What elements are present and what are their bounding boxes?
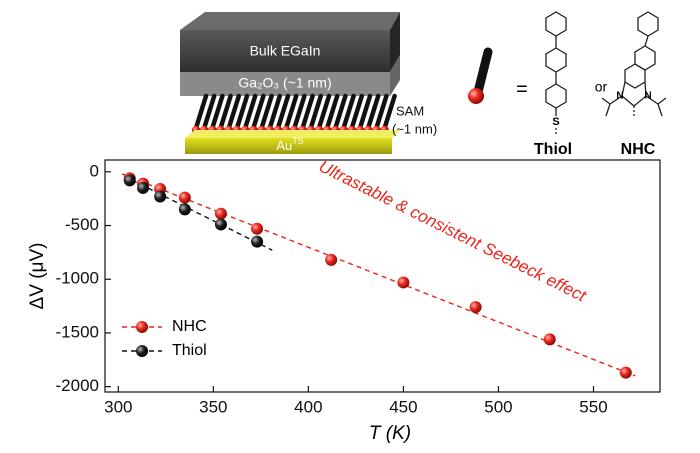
- data-point: [619, 366, 632, 379]
- sam-molecule: [300, 93, 315, 131]
- sam-label: (~1 nm): [392, 121, 437, 136]
- substrate-text: Au: [276, 138, 292, 153]
- y-tick-label: -1000: [56, 269, 99, 288]
- sam-molecule: [242, 93, 258, 131]
- gold-top: [185, 130, 400, 138]
- equals-sign: =: [516, 78, 528, 100]
- sam-layer: [191, 93, 397, 135]
- data-point: [214, 218, 227, 231]
- nhc-label: NHC: [621, 141, 656, 158]
- legend-label: Thiol: [172, 342, 207, 359]
- data-point: [214, 207, 227, 220]
- egain-label: Bulk EGaIn: [250, 43, 321, 59]
- y-tick-label: -2000: [56, 376, 99, 395]
- data-point: [397, 276, 410, 289]
- data-point: [325, 253, 338, 266]
- thiol-atom: S: [552, 116, 559, 128]
- sam-molecule: [316, 93, 332, 131]
- nhc-atom: N: [644, 91, 651, 102]
- egain-side: [390, 12, 400, 72]
- sam-molecule: [234, 93, 250, 131]
- junction-illustration: Bulk EGaIn Ga₂O₃ (~1 nm) AuTS SAM (~1 nm…: [180, 11, 667, 158]
- thiol-structure: [545, 11, 567, 136]
- substrate-label: AuTS: [276, 136, 303, 153]
- data-point: [469, 301, 482, 314]
- legend-marker: [136, 321, 148, 333]
- sam-molecule: [382, 93, 397, 131]
- plot-frame: [104, 159, 661, 393]
- data-point: [137, 181, 150, 194]
- y-tick-label: 0: [90, 161, 99, 180]
- legend-molecule-stick: [473, 47, 493, 97]
- sam-molecule: [275, 93, 291, 131]
- data-point: [178, 191, 191, 204]
- sam-molecule: [341, 93, 356, 131]
- data-point: [178, 203, 191, 216]
- or-text: or: [595, 79, 608, 95]
- oxide-layer: [180, 72, 390, 96]
- legend-marker: [136, 345, 148, 357]
- legend-label: NHC: [172, 318, 207, 335]
- x-tick-label: 550: [579, 397, 607, 416]
- sam-molecule: [324, 93, 340, 131]
- sam-molecule: [349, 93, 365, 131]
- egain-top: [180, 12, 400, 30]
- x-tick-label: 300: [104, 397, 132, 416]
- y-tick-label: -500: [65, 215, 99, 234]
- sam-molecule: [365, 93, 381, 131]
- oxide-side: [390, 55, 400, 96]
- data-point: [154, 190, 167, 203]
- oxide-label: Ga₂O₃ (~1 nm): [238, 75, 331, 91]
- substrate-sup: TS: [292, 136, 304, 146]
- x-tick-label: 500: [484, 397, 512, 416]
- sam-molecule: [374, 93, 389, 131]
- annotation: Ultrastable & consistent Seebeck effect: [316, 157, 590, 307]
- sam-molecule: [201, 93, 217, 131]
- data-point: [543, 333, 556, 346]
- legend-molecule-head: [468, 88, 484, 104]
- sam-molecule: [193, 93, 209, 131]
- x-axis-label: T (K): [369, 423, 411, 444]
- y-tick-label: -1500: [56, 322, 99, 341]
- sam-molecule: [292, 93, 307, 131]
- sam-molecule: [218, 93, 233, 131]
- sam-molecule: [259, 93, 274, 131]
- sam-molecule: [357, 93, 373, 131]
- thiol-label: Thiol: [534, 141, 572, 158]
- x-tick-label: 400: [294, 397, 322, 416]
- y-axis-label: ΔV (μV): [27, 243, 48, 310]
- sam-molecule: [210, 93, 225, 131]
- gold-substrate: [185, 138, 392, 154]
- x-tick-label: 350: [199, 397, 227, 416]
- sam-molecule: [308, 93, 324, 131]
- sam-molecule: [333, 93, 348, 131]
- data-point: [251, 235, 264, 248]
- sam-molecule: [283, 93, 299, 131]
- x-tick-label: 450: [389, 397, 417, 416]
- sam-label: SAM: [396, 103, 424, 118]
- egain-front: [180, 30, 390, 72]
- sam-molecule: [251, 93, 266, 131]
- sam-molecule: [226, 93, 242, 131]
- sam-molecule: [267, 93, 283, 131]
- nhc-structure: [601, 11, 667, 118]
- data-point: [123, 174, 136, 187]
- data-point: [251, 222, 264, 235]
- nhc-atom: N: [616, 91, 623, 102]
